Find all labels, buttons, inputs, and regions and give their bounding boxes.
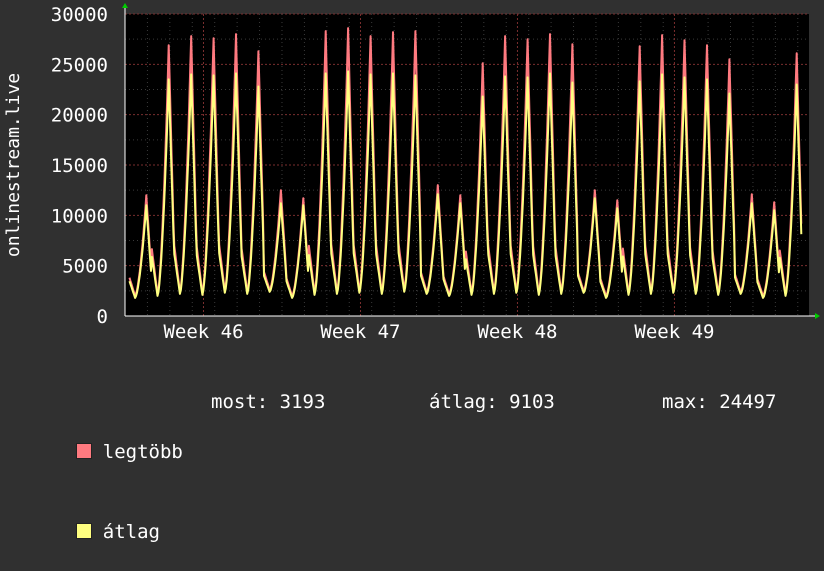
x-axis-ticks: Week 46 Week 47 Week 48 Week 49 [163,321,714,343]
legend-label-max: legtöbb [102,441,183,463]
y-tick-label: 5000 [62,256,108,278]
legend-swatch-max [75,443,92,459]
stat-current: most: 3193 [211,391,326,413]
x-axis-arrow [815,313,820,319]
y-axis-label: onlinestream.live [3,73,24,257]
x-tick-label: Week 49 [634,321,714,343]
legend-swatch-avg [75,523,92,539]
stat-maximum: max: 24497 [662,391,777,413]
stat-average: átlag: 9103 [429,391,555,413]
y-axis-arrow [122,3,128,8]
y-tick-label: 10000 [51,205,108,227]
y-tick-label: 30000 [51,4,108,26]
y-tick-label: 25000 [51,54,108,76]
legend-label-avg: átlag [102,521,160,543]
y-tick-label: 0 [97,306,108,328]
legend-item-max: legtöbb [30,413,183,463]
series-group [128,27,803,299]
y-axis-ticks: 30000 25000 20000 15000 10000 5000 0 [51,4,108,328]
x-tick-label: Week 46 [163,321,243,343]
axes [122,3,820,319]
y-tick-label: 15000 [51,155,108,177]
x-tick-label: Week 48 [477,321,557,343]
legend: legtöbb átlag [30,361,183,547]
series-line-avg [128,70,803,299]
y-tick-label: 20000 [51,105,108,127]
legend-item-avg: átlag [30,493,183,543]
x-tick-label: Week 47 [320,321,400,343]
